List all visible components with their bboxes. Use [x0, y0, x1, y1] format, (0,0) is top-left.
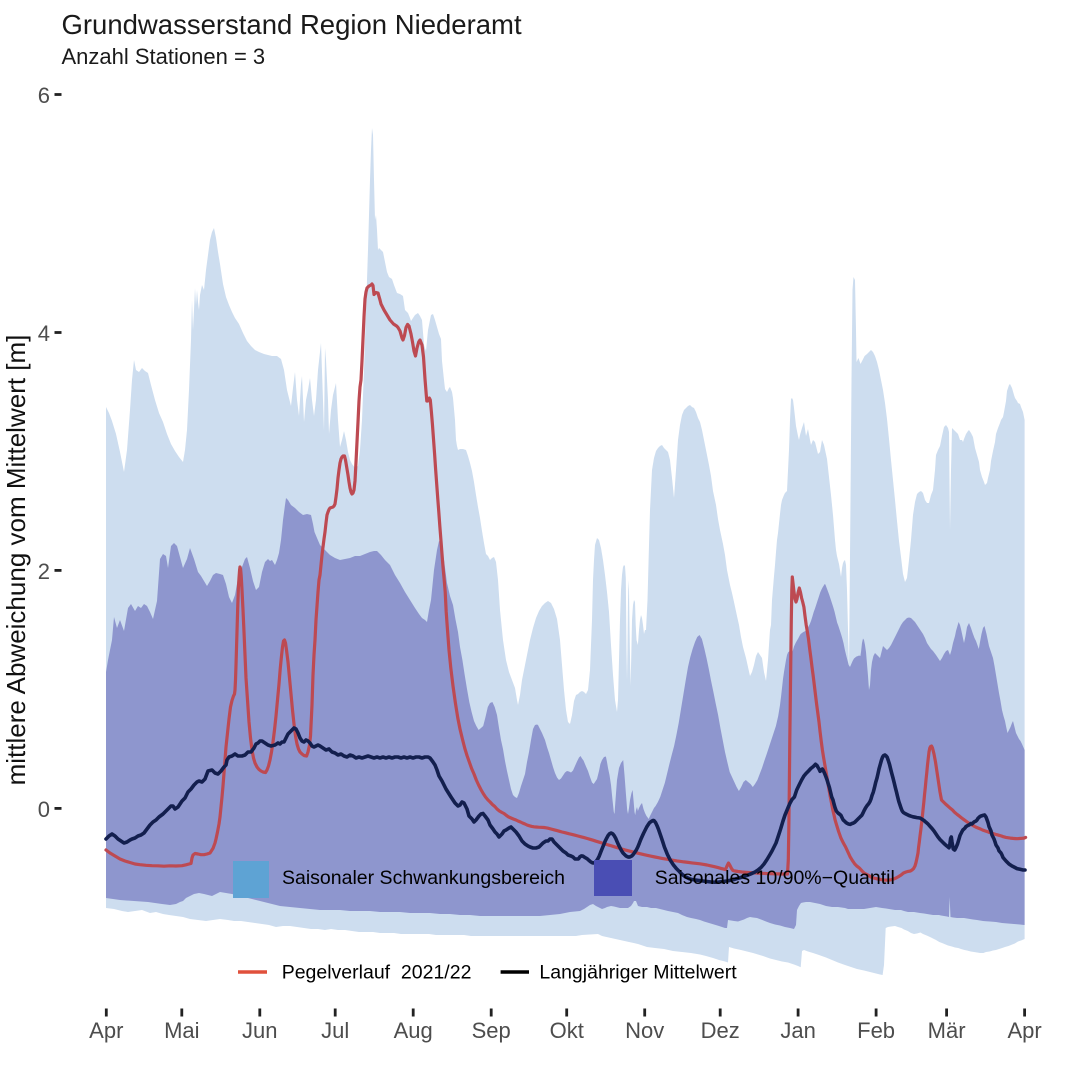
svg-text:Dez: Dez — [701, 1018, 740, 1043]
svg-text:Mär: Mär — [928, 1018, 966, 1043]
svg-text:Anzahl Stationen = 3: Anzahl Stationen = 3 — [62, 44, 266, 69]
svg-text:6: 6 — [38, 83, 50, 108]
svg-text:Jan: Jan — [780, 1018, 815, 1043]
svg-text:Saisonales 10/90%−Quantil: Saisonales 10/90%−Quantil — [655, 867, 895, 889]
svg-text:Apr: Apr — [89, 1018, 123, 1043]
svg-text:Pegelverlauf 2021/22: Pegelverlauf 2021/22 — [282, 962, 472, 984]
svg-text:Aug: Aug — [394, 1018, 433, 1043]
svg-text:2: 2 — [38, 559, 50, 584]
svg-text:Mai: Mai — [164, 1018, 199, 1043]
svg-text:Sep: Sep — [472, 1018, 511, 1043]
svg-text:Apr: Apr — [1007, 1018, 1041, 1043]
svg-text:Jun: Jun — [242, 1018, 277, 1043]
svg-text:Nov: Nov — [625, 1018, 664, 1043]
svg-text:Jul: Jul — [321, 1018, 349, 1043]
svg-text:mittlere Abweichung vom Mittel: mittlere Abweichung vom Mittelwert [m] — [1, 335, 31, 786]
svg-text:Feb: Feb — [857, 1018, 895, 1043]
svg-text:Okt: Okt — [550, 1018, 584, 1043]
svg-text:0: 0 — [38, 797, 50, 822]
svg-text:Saisonaler Schwankungsbereich: Saisonaler Schwankungsbereich — [282, 867, 565, 889]
svg-text:Langjähriger Mittelwert: Langjähriger Mittelwert — [539, 962, 737, 984]
svg-text:Grundwasserstand Region Nieder: Grundwasserstand Region Niederamt — [62, 9, 522, 40]
svg-text:4: 4 — [38, 321, 50, 346]
